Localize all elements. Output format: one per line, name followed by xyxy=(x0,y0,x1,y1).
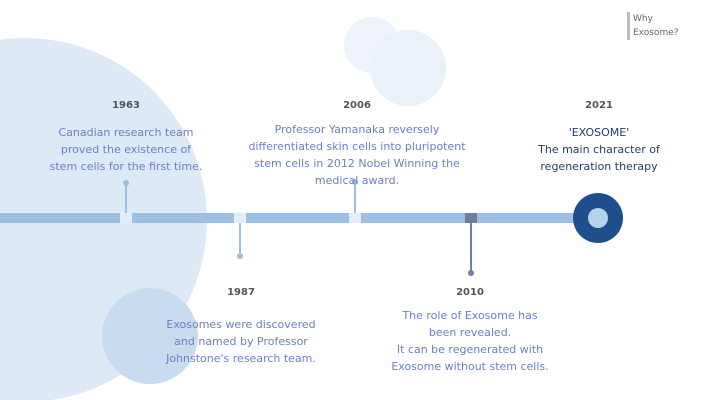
marker xyxy=(234,213,246,223)
event-text: The role of Exosome has been revealed. It … xyxy=(340,307,600,375)
timeline-bar xyxy=(0,213,592,223)
bg-circle xyxy=(102,288,198,384)
text-line: stem cells in 2012 Nobel Winning the xyxy=(254,157,460,170)
event-year: 2006 xyxy=(343,100,371,111)
event-year: 1963 xyxy=(112,100,140,111)
event-text: 'EXOSOME' The main character of regenerati… xyxy=(469,124,711,175)
event-year: 2021 xyxy=(585,100,613,111)
stem-dot xyxy=(123,180,129,186)
stem-dot xyxy=(352,179,358,185)
marker xyxy=(465,213,477,223)
event-year: 1987 xyxy=(227,287,255,298)
bg-circle xyxy=(370,30,446,106)
text-line: Johnstone's research team. xyxy=(166,352,316,365)
text-line: It can be regenerated with xyxy=(396,343,544,356)
event-year: 2010 xyxy=(456,287,484,298)
event-text: Professor Yamanaka reversely differentiat… xyxy=(227,121,487,189)
text-line: regeneration therapy xyxy=(540,160,658,173)
tag-line: Why xyxy=(633,14,653,24)
text-line: The role of Exosome has xyxy=(402,309,538,322)
text-line: Exosome without stem cells. xyxy=(391,360,549,373)
stem-dot xyxy=(468,270,474,276)
marker xyxy=(349,213,361,223)
text-line: medical award. xyxy=(314,174,400,187)
event-text: Exosomes were discovered and named by Pro… xyxy=(111,316,371,367)
text-line: proved the existence of xyxy=(60,143,192,156)
section-tag: Why Exosome? xyxy=(627,12,679,40)
text-line: 'EXOSOME' xyxy=(568,126,630,139)
text-line: Canadian research team xyxy=(58,126,194,139)
text-line: been revealed. xyxy=(428,326,512,339)
text-line: The main character of xyxy=(538,143,660,156)
text-line: stem cells for the first time. xyxy=(49,160,203,173)
end-circle-inner xyxy=(588,208,608,228)
text-line: Professor Yamanaka reversely xyxy=(274,123,440,136)
event-text: Canadian research team proved the existen… xyxy=(0,124,256,175)
marker xyxy=(120,213,132,223)
text-line: and named by Professor xyxy=(174,335,308,348)
text-line: differentiated skin cells into pluripote… xyxy=(248,140,466,153)
tag-line: Exosome? xyxy=(633,28,679,38)
stem-dot xyxy=(237,253,243,259)
text-line: Exosomes were discovered xyxy=(166,318,316,331)
